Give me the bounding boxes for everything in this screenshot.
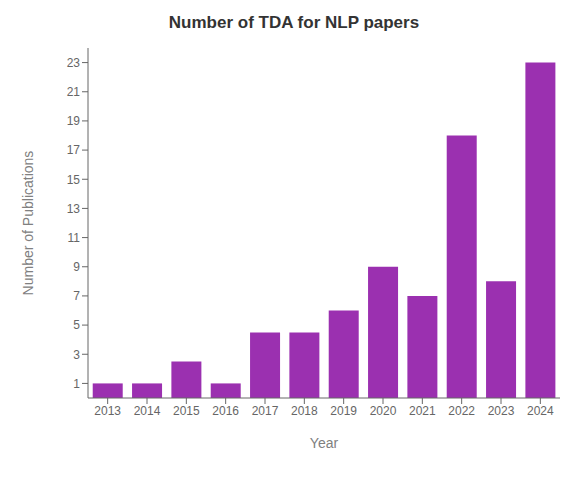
- svg-text:21: 21: [67, 85, 81, 99]
- svg-text:2017: 2017: [252, 404, 279, 418]
- svg-text:2022: 2022: [448, 404, 475, 418]
- svg-text:2021: 2021: [409, 404, 436, 418]
- svg-text:9: 9: [73, 260, 80, 274]
- svg-text:2019: 2019: [330, 404, 357, 418]
- svg-text:1: 1: [73, 377, 80, 391]
- html-text:Number of TDA for NLP papers: Number of TDA for NLP papers: [168, 13, 420, 32]
- svg-text:Year: Year: [310, 435, 339, 451]
- svg-text:15: 15: [67, 173, 81, 187]
- svg-text:5: 5: [73, 318, 80, 332]
- svg-text:2020: 2020: [370, 404, 397, 418]
- svg-text:2013: 2013: [94, 404, 121, 418]
- svg-text:3: 3: [73, 348, 80, 362]
- svg-text:2014: 2014: [134, 404, 161, 418]
- svg-text:2015: 2015: [173, 404, 200, 418]
- svg-text:23: 23: [67, 56, 81, 70]
- svg-text:2024: 2024: [527, 404, 554, 418]
- svg-text:Number of Publications: Number of Publications: [20, 151, 36, 296]
- svg-text:7: 7: [73, 289, 80, 303]
- svg-text:2016: 2016: [212, 404, 239, 418]
- svg-text:2018: 2018: [291, 404, 318, 418]
- svg-text:2023: 2023: [488, 404, 515, 418]
- svg-text:11: 11: [68, 231, 81, 245]
- svg-text:13: 13: [67, 202, 81, 216]
- svg-text:17: 17: [67, 143, 81, 157]
- svg-text:19: 19: [67, 114, 81, 128]
